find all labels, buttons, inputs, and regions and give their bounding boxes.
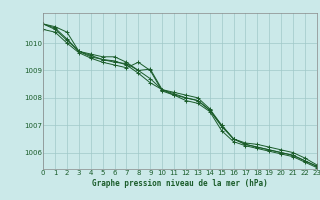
X-axis label: Graphe pression niveau de la mer (hPa): Graphe pression niveau de la mer (hPa)	[92, 179, 268, 188]
